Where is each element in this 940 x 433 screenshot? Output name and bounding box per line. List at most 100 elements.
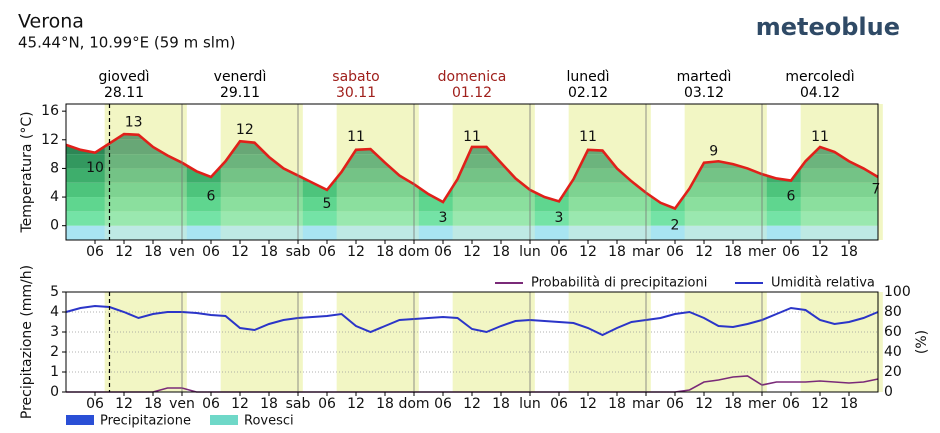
- x-tick-label: mar: [632, 396, 660, 412]
- day-date: 04.12: [800, 85, 840, 101]
- y-tick-label: 4: [50, 304, 59, 320]
- x-tick-label: 06: [86, 396, 104, 412]
- y2-axis-label: (%): [914, 330, 930, 354]
- x-tick-label: 12: [463, 244, 481, 260]
- x-tick-label: 06: [666, 396, 684, 412]
- y-axis-label: Temperatura (°C): [19, 111, 35, 233]
- x-tick-label: 06: [550, 396, 568, 412]
- x-tick-label: 12: [695, 396, 713, 412]
- temp-extreme-label: 11: [579, 129, 597, 145]
- x-tick-label: 06: [202, 244, 220, 260]
- x-tick-label: mar: [632, 244, 660, 260]
- temp-band: [66, 211, 878, 226]
- y-tick-label: 8: [50, 160, 59, 176]
- y2-tick-label: 100: [884, 284, 911, 300]
- day-name: martedì: [677, 69, 732, 85]
- daylight-band: [452, 292, 535, 392]
- x-tick-label: 12: [115, 244, 133, 260]
- y-tick-label: 1: [50, 364, 59, 380]
- y-tick-label: 3: [50, 324, 59, 340]
- day-date: 02.12: [568, 85, 608, 101]
- temp-extreme-label: 11: [811, 129, 829, 145]
- temp-extreme-label: 12: [236, 122, 254, 138]
- daylight-band: [220, 292, 303, 392]
- legend-label: Rovesci: [244, 414, 294, 429]
- x-tick-label: 12: [231, 396, 249, 412]
- temp-extreme-label: 10: [86, 160, 104, 176]
- x-tick-label: mer: [748, 396, 776, 412]
- x-tick-label: 18: [724, 396, 742, 412]
- temp-extreme-label: 7: [872, 182, 881, 198]
- x-tick-label: 18: [144, 244, 162, 260]
- x-tick-label: ven: [169, 244, 195, 260]
- x-tick-label: 18: [376, 244, 394, 260]
- x-tick-label: 18: [840, 244, 858, 260]
- x-tick-label: 18: [492, 244, 510, 260]
- x-tick-label: 12: [347, 396, 365, 412]
- daylight-band: [104, 292, 187, 392]
- day-date: 29.11: [220, 85, 260, 101]
- x-tick-label: 18: [724, 244, 742, 260]
- y-tick-label: 4: [50, 189, 59, 205]
- coordinates: 45.44°N, 10.99°E (59 m slm): [18, 34, 235, 52]
- daylight-band: [336, 292, 419, 392]
- logo[interactable]: meteoblue: [756, 13, 900, 41]
- x-tick-label: 06: [202, 396, 220, 412]
- y-tick-label: 16: [41, 103, 59, 119]
- x-tick-label: 12: [811, 396, 829, 412]
- y2-tick-label: 60: [884, 324, 902, 340]
- x-tick-label: 12: [579, 244, 597, 260]
- x-tick-label: 12: [811, 244, 829, 260]
- temp-extreme-label: 2: [671, 217, 680, 233]
- x-tick-label: 18: [840, 396, 858, 412]
- x-tick-label: 12: [115, 396, 133, 412]
- x-tick-label: 06: [434, 244, 452, 260]
- x-tick-label: 06: [550, 244, 568, 260]
- day-name: mercoledì: [785, 69, 854, 85]
- temp-band: [66, 225, 878, 240]
- day-date: 28.11: [104, 85, 144, 101]
- day-date: 30.11: [336, 85, 376, 101]
- x-tick-label: dom: [398, 244, 429, 260]
- y-tick-label: 0: [50, 384, 59, 400]
- x-tick-label: lun: [519, 396, 541, 412]
- x-tick-label: sab: [286, 244, 311, 260]
- x-tick-label: 06: [782, 396, 800, 412]
- day-name: venerdì: [214, 69, 267, 85]
- daylight-band: [684, 292, 767, 392]
- plot-frame: [65, 291, 879, 393]
- day-date: 01.12: [452, 85, 492, 101]
- x-tick-label: 06: [782, 244, 800, 260]
- x-tick-label: 18: [260, 396, 278, 412]
- x-tick-label: 18: [260, 244, 278, 260]
- x-tick-label: 12: [231, 244, 249, 260]
- legend-swatch: [66, 415, 94, 425]
- day-name: sabato: [332, 69, 379, 85]
- y2-tick-label: 20: [884, 364, 902, 380]
- daylight-band: [800, 292, 883, 392]
- temp-extreme-label: 3: [555, 210, 564, 226]
- temp-extreme-label: 3: [439, 210, 448, 226]
- x-tick-label: 18: [608, 244, 626, 260]
- y2-tick-label: 0: [884, 384, 893, 400]
- x-tick-label: 12: [579, 396, 597, 412]
- x-tick-label: 12: [463, 396, 481, 412]
- y2-tick-label: 40: [884, 344, 902, 360]
- day-name: lunedì: [566, 69, 609, 85]
- y-tick-label: 2: [50, 344, 59, 360]
- x-tick-label: 06: [318, 244, 336, 260]
- y-axis-label: Precipitazione (mm/h): [19, 265, 35, 419]
- temp-extreme-label: 13: [125, 115, 143, 131]
- x-tick-label: 12: [347, 244, 365, 260]
- temp-extreme-label: 9: [709, 143, 718, 159]
- x-tick-label: ven: [169, 396, 195, 412]
- x-tick-label: 12: [695, 244, 713, 260]
- temperature-line: [65, 132, 879, 211]
- temp-extreme-label: 11: [347, 129, 365, 145]
- location-title: Verona: [18, 11, 84, 33]
- x-tick-label: sab: [286, 396, 311, 412]
- x-tick-label: dom: [398, 396, 429, 412]
- day-name: giovedì: [98, 69, 149, 85]
- day-name: domenica: [438, 69, 507, 85]
- x-tick-label: 06: [434, 396, 452, 412]
